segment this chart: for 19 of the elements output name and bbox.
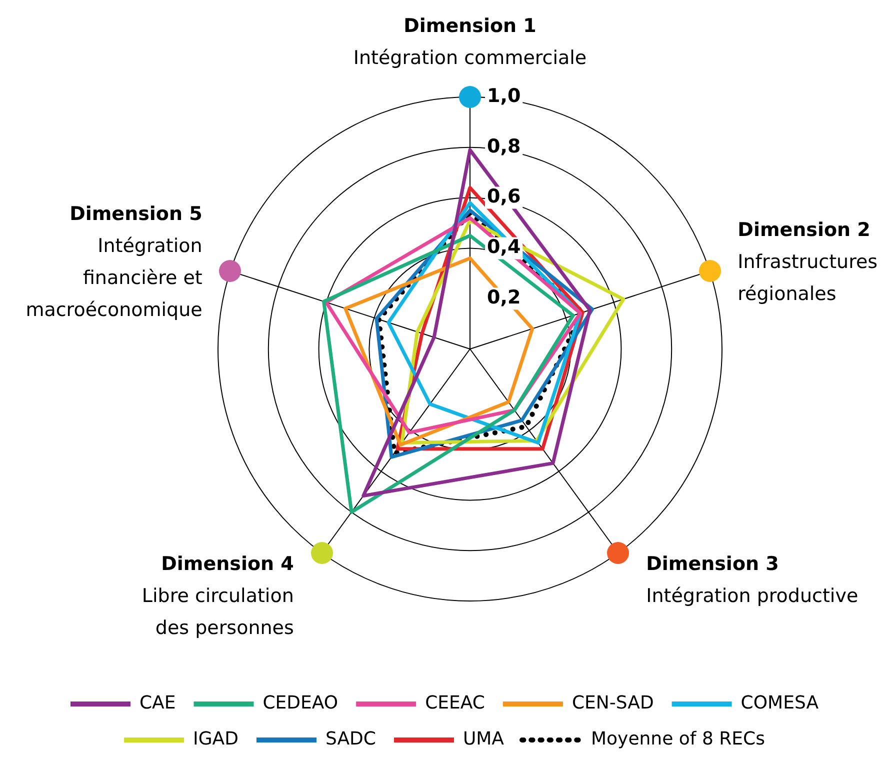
- y-tick-label: 0,4: [487, 236, 521, 258]
- y-tick-label: 0,8: [487, 135, 521, 158]
- legend-label: Moyenne of 8 RECs: [591, 728, 765, 750]
- legend-label: CEDEAO: [262, 692, 338, 714]
- spoke-label: Dimension 5 Intégration financière et macroéconomique: [26, 203, 202, 322]
- spoke-label: Dimension 1 Intégration commerciale: [353, 14, 587, 69]
- spoke-label: Dimension 4 Libre circulation des personnes: [142, 552, 294, 639]
- legend-label: CEN-SAD: [572, 692, 654, 714]
- y-tick-label: 1,0: [487, 84, 521, 107]
- legend-label: CEEAC: [425, 692, 485, 714]
- legend-label: SADC: [325, 728, 376, 750]
- legend-label: CAE: [139, 692, 176, 714]
- legend-label: COMESA: [740, 692, 820, 714]
- legend-label: IGAD: [193, 728, 238, 750]
- spoke-label: Dimension 3 Intégration productive: [646, 552, 858, 607]
- y-tick-label: 0,2: [487, 286, 521, 309]
- spoke-label: Dimension 2 Infrastructures régionales: [738, 219, 878, 306]
- y-tick-label: 0,6: [487, 186, 521, 208]
- legend-label: UMA: [462, 728, 505, 750]
